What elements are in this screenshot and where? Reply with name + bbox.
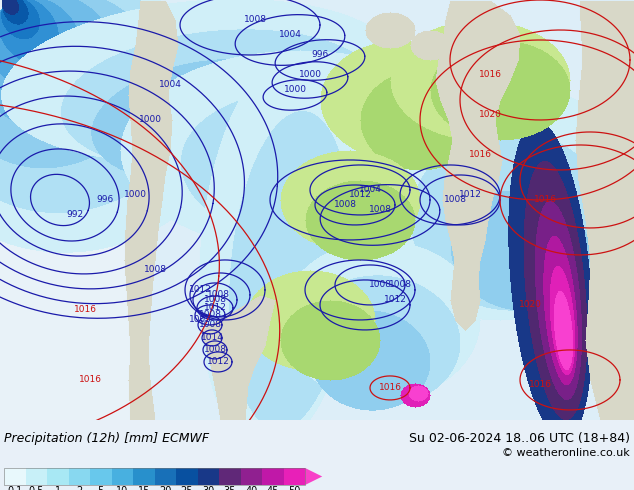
Text: 1004: 1004 xyxy=(158,80,181,90)
Bar xyxy=(90,468,112,485)
Text: 0.1: 0.1 xyxy=(7,487,22,490)
Text: 1012: 1012 xyxy=(458,191,481,199)
Text: 1005: 1005 xyxy=(188,316,212,324)
Text: 0.5: 0.5 xyxy=(29,487,44,490)
Text: 15: 15 xyxy=(138,487,150,490)
Text: 996: 996 xyxy=(96,196,113,204)
Text: 1016: 1016 xyxy=(469,150,491,159)
Text: 1000: 1000 xyxy=(299,71,321,79)
Bar xyxy=(240,468,262,485)
Text: 1008: 1008 xyxy=(198,311,221,319)
Text: 1012: 1012 xyxy=(207,357,230,367)
Text: 20: 20 xyxy=(159,487,171,490)
Bar xyxy=(133,468,155,485)
Text: 1008: 1008 xyxy=(368,205,392,215)
Text: 35: 35 xyxy=(224,487,236,490)
Bar xyxy=(25,468,47,485)
Bar xyxy=(47,468,68,485)
Text: 30: 30 xyxy=(202,487,214,490)
Text: 2: 2 xyxy=(76,487,82,490)
Text: 1020: 1020 xyxy=(479,110,501,120)
Text: Precipitation (12h) [mm] ECMWF: Precipitation (12h) [mm] ECMWF xyxy=(4,432,209,445)
Bar xyxy=(262,468,283,485)
Bar xyxy=(219,468,240,485)
Text: 1008: 1008 xyxy=(368,280,392,290)
Text: 5: 5 xyxy=(98,487,104,490)
Text: 25: 25 xyxy=(181,487,193,490)
Text: 1008: 1008 xyxy=(204,345,226,354)
Text: 1008: 1008 xyxy=(207,291,230,299)
Text: 1008: 1008 xyxy=(389,280,411,290)
Text: 1016: 1016 xyxy=(533,196,557,204)
Text: 1016: 1016 xyxy=(79,375,101,385)
Text: 992: 992 xyxy=(67,211,84,220)
Text: 1008: 1008 xyxy=(243,16,266,24)
Text: 996: 996 xyxy=(311,50,328,59)
Text: 1008: 1008 xyxy=(444,196,467,204)
Text: 1014: 1014 xyxy=(200,333,223,343)
Text: 1004: 1004 xyxy=(278,30,301,40)
Text: © weatheronline.co.uk: © weatheronline.co.uk xyxy=(502,448,630,458)
Text: 50: 50 xyxy=(288,487,301,490)
Text: 1020: 1020 xyxy=(519,300,541,310)
Text: 1: 1 xyxy=(55,487,61,490)
Bar xyxy=(68,468,90,485)
Text: 1016: 1016 xyxy=(529,380,552,390)
Text: 1000: 1000 xyxy=(138,116,162,124)
Bar xyxy=(198,468,219,485)
Text: 1016: 1016 xyxy=(479,71,501,79)
Bar xyxy=(155,468,176,485)
Text: 1008: 1008 xyxy=(204,295,226,304)
Text: 1000: 1000 xyxy=(283,85,306,95)
Text: 1012: 1012 xyxy=(384,295,406,304)
Bar xyxy=(176,468,198,485)
Polygon shape xyxy=(305,468,322,485)
Bar xyxy=(4,468,25,485)
Text: 10: 10 xyxy=(116,487,128,490)
Text: 1008: 1008 xyxy=(333,200,356,209)
Text: 1012: 1012 xyxy=(349,191,372,199)
Text: 1008: 1008 xyxy=(143,266,167,274)
Text: 1016: 1016 xyxy=(378,384,401,392)
Text: 1016: 1016 xyxy=(74,305,96,315)
Text: 1012: 1012 xyxy=(188,286,211,294)
Bar xyxy=(4,468,305,485)
Bar xyxy=(112,468,133,485)
Text: Su 02-06-2024 18..06 UTC (18+84): Su 02-06-2024 18..06 UTC (18+84) xyxy=(409,432,630,445)
Text: 1012: 1012 xyxy=(204,303,226,313)
Text: 1000: 1000 xyxy=(124,191,146,199)
Text: 45: 45 xyxy=(266,487,279,490)
Text: 1008: 1008 xyxy=(198,320,221,329)
Text: 40: 40 xyxy=(245,487,257,490)
Bar xyxy=(283,468,305,485)
Text: 1004: 1004 xyxy=(359,186,382,195)
